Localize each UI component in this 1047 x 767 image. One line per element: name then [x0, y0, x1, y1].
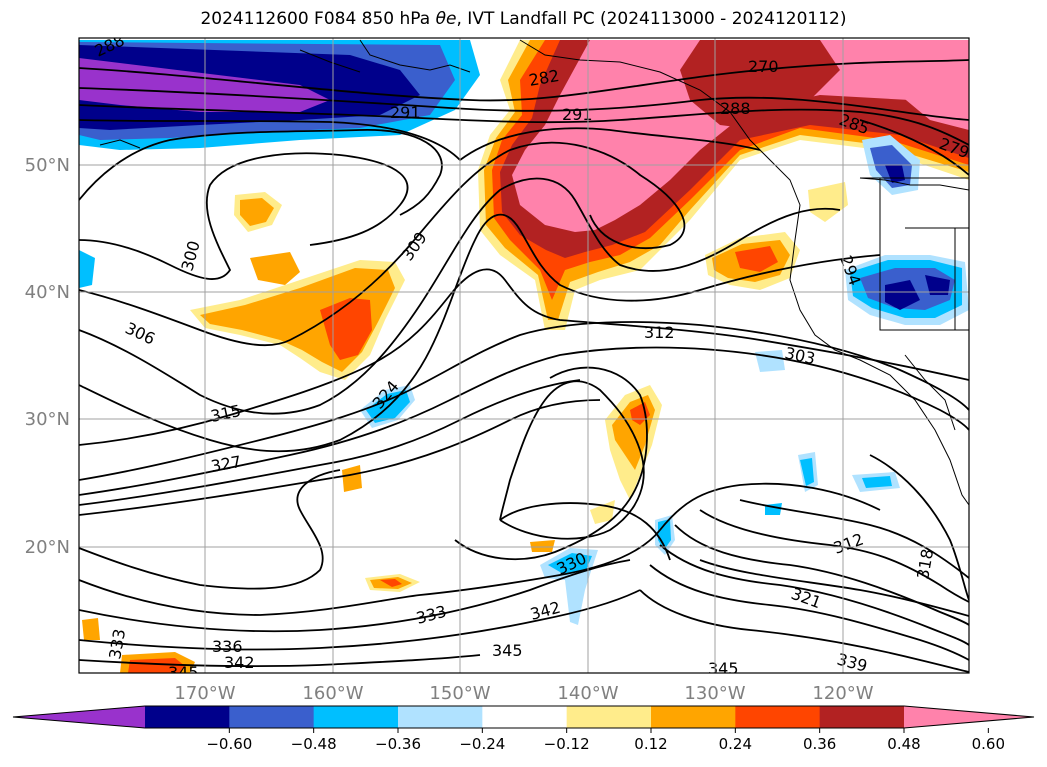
colorbar-outline	[12, 705, 1035, 729]
colorbar-segment	[735, 706, 821, 728]
colorbar-segment	[145, 706, 230, 728]
contour-label: 339	[835, 650, 869, 676]
contour-label: 342	[224, 653, 255, 672]
colorbar-extend-max	[904, 706, 1034, 728]
colorbar-tick-label: 0.60	[972, 735, 1005, 753]
colorbar-tick-label: −0.24	[459, 735, 505, 753]
title-text: 2024112600 F084 850 hPa	[200, 9, 431, 29]
colorbar-extend-min	[13, 706, 145, 728]
lon-tick-label: 160°W	[302, 683, 363, 704]
contour-label: 312	[644, 323, 675, 342]
colorbar-tick-label: −0.60	[206, 735, 252, 753]
latitude-tick-labels: 50°N 40°N 30°N 20°N	[25, 155, 70, 558]
colorbar-tick-label: 0.36	[803, 735, 836, 753]
contour-label: 288	[720, 99, 751, 118]
lon-tick-label: 140°W	[557, 683, 618, 704]
contour-label: 291	[562, 105, 593, 124]
title-theta-symbol: θe	[435, 9, 457, 29]
contour-label: 345	[492, 641, 523, 660]
colorbar-segment	[819, 706, 905, 728]
contour-labels: 288 282 270 291 291 288 285 279 300 309 …	[92, 38, 969, 682]
title-suffix: , IVT Landfall PC (2024113000 - 20241201…	[456, 9, 847, 29]
lat-tick-label: 30°N	[25, 409, 70, 430]
theta-e-contours	[79, 59, 969, 673]
colorbar-segment	[651, 706, 736, 728]
longitude-tick-labels: 170°W 160°W 150°W 140°W 130°W 120°W	[174, 683, 873, 704]
colorbar-tick-label: 0.24	[719, 735, 752, 753]
colorbar-tick-label: 0.12	[634, 735, 667, 753]
colorbar-tick-label: 0.48	[887, 735, 920, 753]
colorbar-tick-label: −0.12	[544, 735, 590, 753]
contour-label: 345	[168, 663, 199, 682]
lat-tick-label: 50°N	[25, 155, 70, 176]
lat-tick-label: 40°N	[25, 282, 70, 303]
lon-tick-label: 170°W	[174, 683, 235, 704]
lon-tick-label: 130°W	[684, 683, 745, 704]
lon-tick-label: 120°W	[812, 683, 873, 704]
contour-label: 270	[748, 57, 779, 76]
positive-anomaly-central	[190, 192, 405, 380]
colorbar-segment	[566, 706, 652, 728]
coastlines	[99, 39, 969, 506]
contour-label: 291	[390, 103, 421, 122]
colorbar-tick-label: −0.48	[291, 735, 337, 753]
colorbar-tick-label: −0.36	[375, 735, 421, 753]
colorbar-segment	[313, 706, 399, 728]
map-frame	[78, 37, 970, 674]
map-area: 288 282 270 291 291 288 285 279 300 309 …	[79, 38, 969, 682]
colorbar-segment	[398, 706, 483, 728]
chart-title: 2024112600 F084 850 hPa θe, IVT Landfall…	[0, 9, 1047, 29]
lon-tick-label: 150°W	[429, 683, 490, 704]
colorbar: −0.60 −0.48 −0.36 −0.24 −0.12 0.12 0.24 0.36 0.4…	[12, 705, 1035, 753]
contour-label: 336	[212, 637, 243, 656]
colorbar-segment	[482, 706, 568, 728]
contour-label: 345	[708, 659, 739, 678]
lat-tick-label: 20°N	[25, 537, 70, 558]
gridlines	[79, 38, 969, 673]
colorbar-segment	[229, 706, 315, 728]
